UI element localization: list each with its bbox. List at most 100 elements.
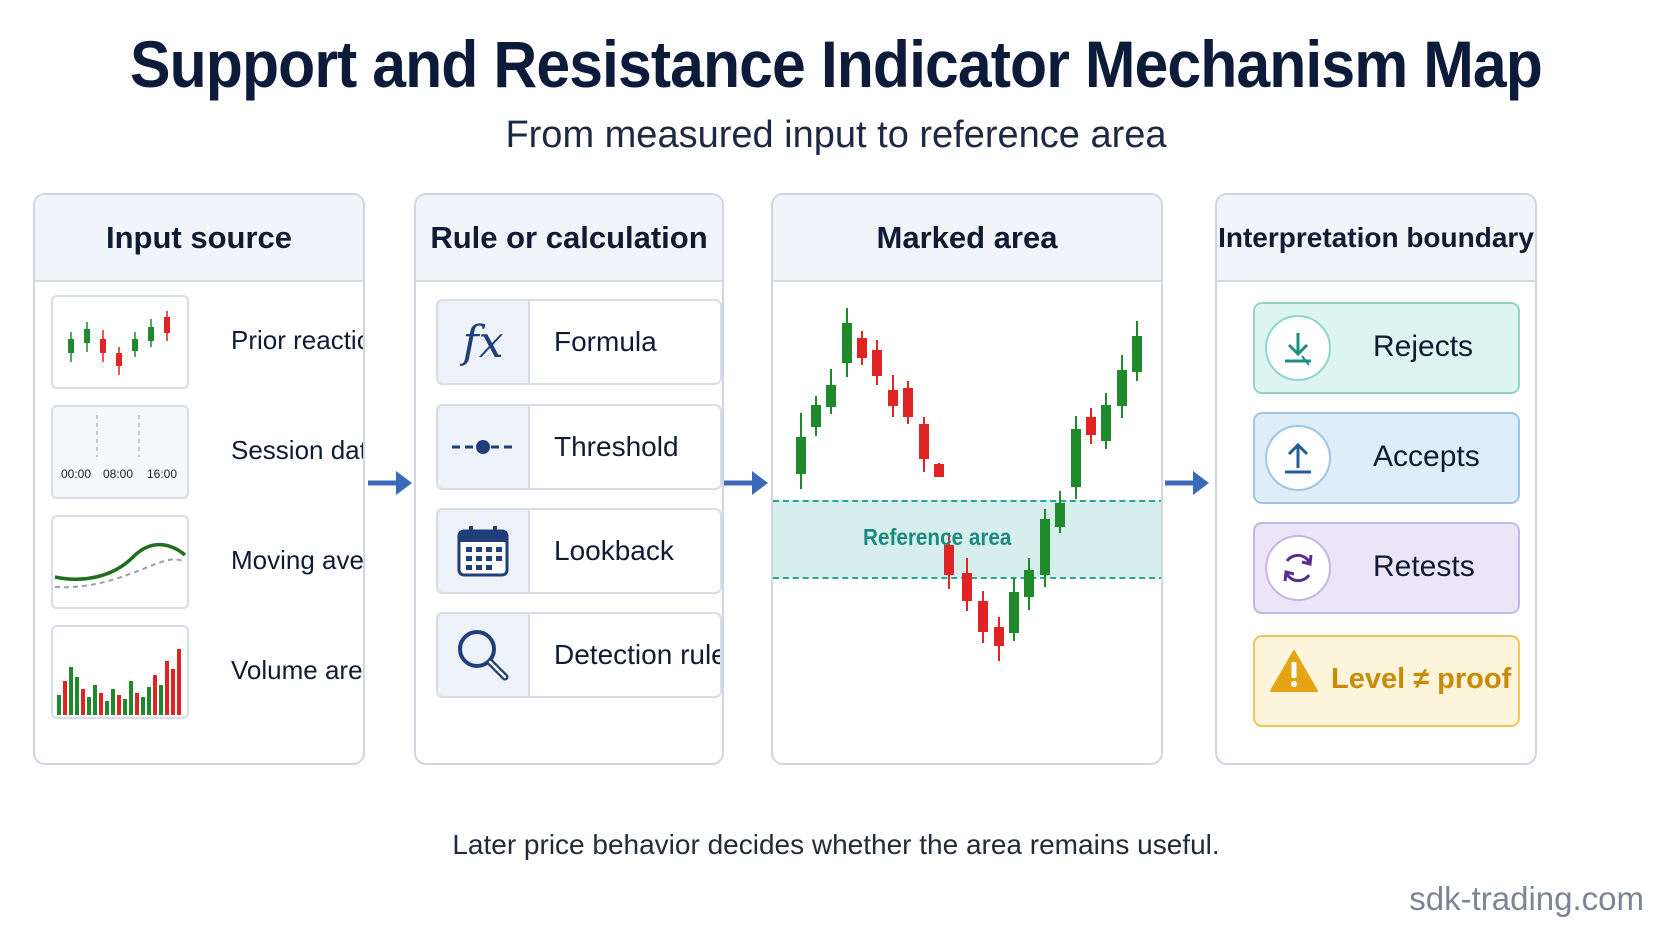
panel-header: Rule or calculation xyxy=(416,195,722,282)
magnifier-icon xyxy=(438,614,530,696)
footnote: Later price behavior decides whether the… xyxy=(452,829,1220,860)
candle-body xyxy=(1024,570,1034,597)
candle-body xyxy=(796,437,806,474)
volume-bar xyxy=(153,675,157,715)
candle-body xyxy=(1009,592,1019,633)
brand-watermark: sdk-trading.com xyxy=(1409,880,1644,917)
volume-bar xyxy=(177,649,181,715)
volume-bar xyxy=(69,667,73,715)
candle-body xyxy=(1086,417,1096,435)
interp-rejects: Rejects xyxy=(1253,302,1520,394)
candle-body xyxy=(888,390,898,406)
candle-body xyxy=(1071,429,1081,487)
interp-accepts: Accepts xyxy=(1253,412,1520,504)
candle-body xyxy=(872,350,882,376)
candle-body xyxy=(857,338,867,358)
input-item-volume-area: Volume area xyxy=(51,625,365,719)
panel-marked-area: Marked area Reference area xyxy=(771,193,1163,765)
candle-body xyxy=(1132,336,1142,372)
session-tick-label: 00:00 xyxy=(61,467,92,481)
candle-body xyxy=(978,601,988,632)
input-label: Session data xyxy=(231,435,363,465)
flow-arrow-icon xyxy=(368,471,412,495)
input-item-prior-reactions: Prior reactions xyxy=(51,295,363,389)
volume-bar xyxy=(141,697,145,715)
candle-body xyxy=(1040,519,1050,575)
input-label: Prior reactions xyxy=(231,325,363,355)
candle-body xyxy=(1101,405,1111,441)
candle-body xyxy=(934,464,944,477)
page-subtitle: From measured input to reference area xyxy=(505,114,1167,156)
volume-bar xyxy=(87,697,91,715)
rule-label: Formula xyxy=(554,326,657,357)
volume-bar xyxy=(111,689,115,715)
panel-input-source: Input source Prior reactions xyxy=(33,193,365,765)
volume-bar xyxy=(165,661,169,715)
panel-header: Input source xyxy=(35,195,363,282)
rule-item-formula: fx Formula xyxy=(436,299,722,385)
candlestick-thumbnail-icon xyxy=(51,295,189,389)
volume-bar xyxy=(105,701,109,715)
upload-arrow-icon xyxy=(1265,425,1331,491)
interp-label: Retests xyxy=(1373,550,1475,583)
volume-bar xyxy=(93,685,97,715)
volume-bar xyxy=(147,687,151,715)
download-arrow-icon xyxy=(1265,315,1331,381)
input-label: Moving average xyxy=(231,545,364,575)
rule-item-threshold: Threshold xyxy=(436,404,722,490)
input-item-moving-average: Moving average xyxy=(51,515,364,609)
volume-bar xyxy=(57,695,61,715)
session-tick-label: 16:00 xyxy=(147,467,178,481)
panel-rule-calculation: Rule or calculation fx Formula Threshold xyxy=(414,193,724,765)
rule-item-detection: Detection rule xyxy=(436,612,722,698)
panel-interpretation-boundary: Interpretation boundary Rejects Accepts xyxy=(1215,193,1537,765)
rule-item-lookback: Lookback xyxy=(436,508,722,594)
volume-bar xyxy=(63,681,67,715)
cycle-arrows-icon xyxy=(1265,535,1331,601)
interp-retests: Retests xyxy=(1253,522,1520,614)
panel-header: Interpretation boundary xyxy=(1217,195,1535,282)
candle-body xyxy=(811,405,821,427)
reference-area-label: Reference area xyxy=(863,524,1012,550)
volume-bar xyxy=(123,699,127,715)
candle-body xyxy=(826,385,836,407)
candle-body xyxy=(1117,370,1127,406)
volume-bar xyxy=(129,681,133,715)
input-label: Volume area xyxy=(231,655,365,685)
volume-bar xyxy=(135,693,139,715)
reference-zone-top-line xyxy=(773,500,1161,502)
volume-bar xyxy=(117,695,121,715)
input-item-session-data: 00:00 08:00 16:00 Session data xyxy=(51,405,363,499)
threshold-icon xyxy=(438,406,530,488)
candle-body xyxy=(962,573,972,601)
rule-label: Detection rule xyxy=(554,639,722,670)
interp-label: Accepts xyxy=(1373,440,1480,473)
rule-label: Threshold xyxy=(554,431,679,462)
page-title: Support and Resistance Indicator Mechani… xyxy=(130,27,1543,101)
calendar-icon xyxy=(438,510,530,592)
candle-body xyxy=(1055,503,1065,527)
volume-bar xyxy=(75,677,79,715)
interp-label: Level ≠ proof xyxy=(1331,663,1512,695)
fx-icon: fx xyxy=(438,301,530,383)
volume-bar xyxy=(159,685,163,715)
warning-icon xyxy=(1269,649,1319,698)
moving-average-icon xyxy=(51,515,189,609)
interp-label: Rejects xyxy=(1373,330,1474,363)
rule-label: Lookback xyxy=(554,535,674,566)
volume-bar xyxy=(81,689,85,715)
candle-body xyxy=(994,627,1004,646)
interp-level-not-proof: Level ≠ proof xyxy=(1253,635,1520,727)
volume-bars-icon xyxy=(51,625,189,719)
session-timeline-icon: 00:00 08:00 16:00 xyxy=(51,405,189,499)
candlestick-chart xyxy=(796,308,1142,661)
candle-body xyxy=(903,388,913,417)
flow-arrow-icon xyxy=(1165,471,1209,495)
volume-bar xyxy=(99,693,103,715)
candle-body xyxy=(919,424,929,459)
session-tick-label: 08:00 xyxy=(103,467,134,481)
candle-body xyxy=(944,545,954,575)
flow-arrow-icon xyxy=(724,471,768,495)
candle-body xyxy=(842,323,852,363)
volume-bar xyxy=(171,669,175,715)
